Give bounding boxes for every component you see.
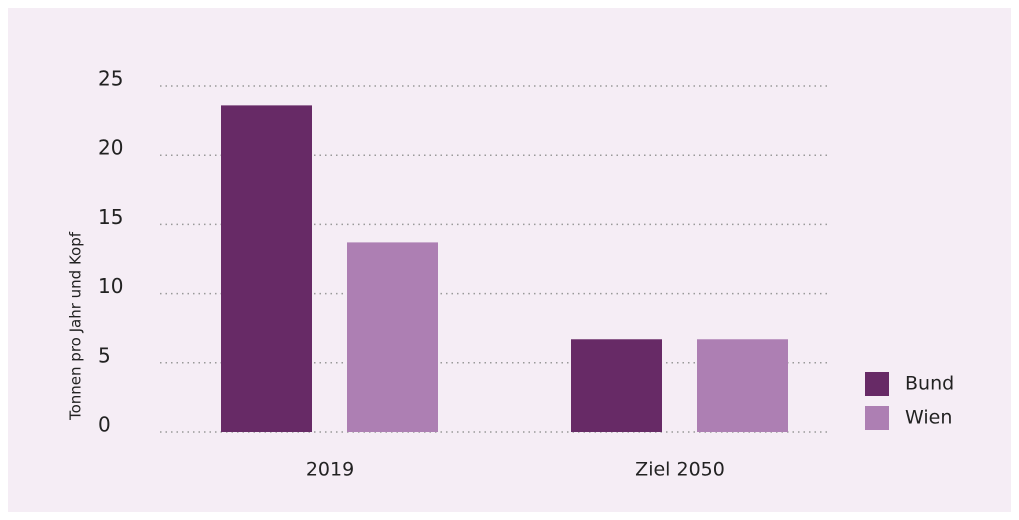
y-tick-label: 15 [98, 205, 123, 229]
bar [571, 339, 662, 432]
y-tick-label: 10 [98, 274, 123, 298]
bar [697, 339, 788, 432]
y-tick-label: 0 [98, 413, 111, 437]
y-axis-label: Tonnen pro Jahr und Kopf [67, 231, 85, 421]
x-tick-label: Ziel 2050 [635, 459, 725, 481]
y-tick-label: 25 [98, 67, 123, 91]
legend-label: Bund [905, 373, 954, 395]
y-tick-label: 20 [98, 136, 123, 160]
x-tick-label: 2019 [306, 459, 354, 481]
legend-label: Wien [905, 407, 952, 429]
bar [221, 105, 312, 432]
legend-swatch [865, 406, 889, 430]
bar [347, 242, 438, 432]
panel [8, 8, 1011, 512]
legend-swatch [865, 372, 889, 396]
y-tick-label: 5 [98, 343, 111, 367]
